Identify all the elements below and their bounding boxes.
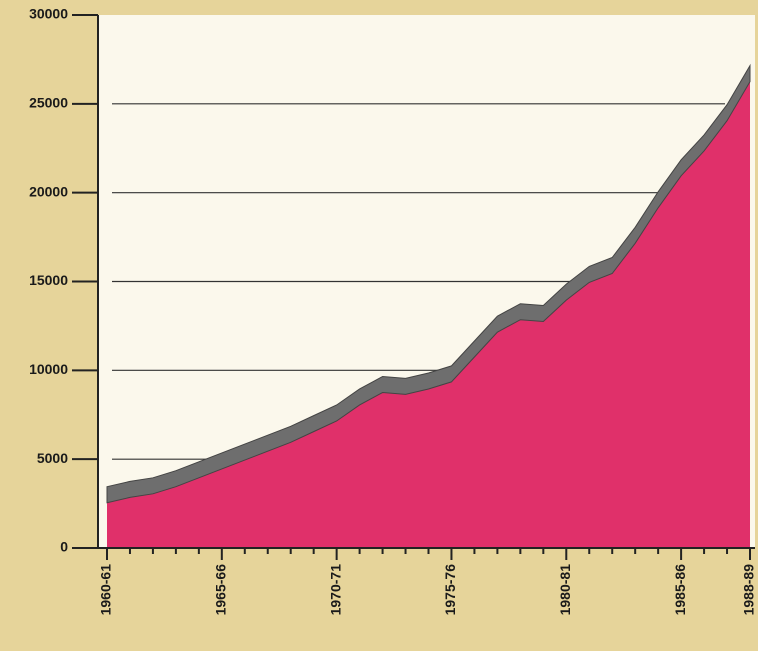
area <box>107 73 750 548</box>
area-edge <box>106 63 751 504</box>
x-tick-label: 1965-66 <box>213 564 229 616</box>
y-tick-label: 20000 <box>29 183 68 199</box>
y-tick-label: 30000 <box>29 6 68 22</box>
x-tick-label: 1960-61 <box>98 564 114 616</box>
y-tick-label: 25000 <box>29 95 68 111</box>
y-tick-label: 15000 <box>29 272 68 288</box>
x-tick-label: 1975-76 <box>442 564 458 616</box>
x-tick-label: 1988-89 <box>741 564 757 616</box>
y-tick-label: 10000 <box>29 361 68 377</box>
x-tick-label: 1980-81 <box>557 564 573 616</box>
x-tick-label: 1970-71 <box>327 564 343 616</box>
x-tick-label: 1985-86 <box>672 564 688 616</box>
y-tick-label: 0 <box>60 539 68 555</box>
y-tick-label: 5000 <box>37 450 68 466</box>
